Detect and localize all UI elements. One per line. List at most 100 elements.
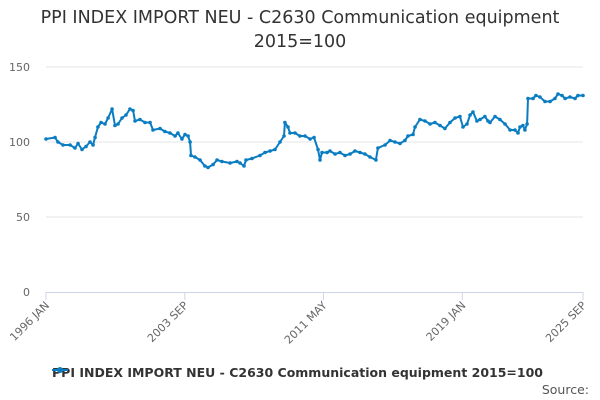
data-point: [76, 141, 80, 146]
data-point: [521, 123, 525, 128]
data-point: [250, 156, 254, 161]
data-point: [244, 158, 248, 162]
data-point: [573, 96, 577, 101]
data-point: [443, 126, 447, 131]
data-point: [563, 96, 567, 101]
data-point: [131, 108, 135, 113]
data-point: [403, 138, 407, 143]
data-point: [325, 150, 329, 155]
data-point: [106, 116, 110, 120]
data-point: [498, 117, 502, 122]
data-point: [338, 150, 342, 155]
data-point: [263, 150, 267, 155]
data-point: [353, 149, 357, 153]
data-point: [110, 107, 114, 111]
data-point: [88, 140, 92, 144]
data-point: [461, 125, 465, 129]
data-point: [176, 131, 180, 135]
data-point: [548, 99, 552, 104]
data-point: [151, 128, 155, 132]
data-point: [113, 123, 117, 128]
data-point: [418, 117, 422, 122]
data-point: [80, 147, 84, 152]
data-point: [383, 143, 387, 147]
data-point: [189, 153, 193, 158]
data-point: [376, 146, 380, 150]
data-point: [116, 122, 120, 126]
data-point: [56, 140, 60, 144]
chart-title: PPI INDEX IMPORT NEU - C2630 Communicati…: [0, 6, 600, 54]
data-point: [198, 158, 202, 162]
data-point: [143, 120, 147, 125]
data-point: [183, 132, 187, 137]
data-point: [44, 137, 48, 141]
data-point: [531, 96, 535, 101]
data-point: [465, 122, 469, 126]
data-point: [312, 135, 316, 140]
data-point: [203, 164, 207, 168]
data-point: [560, 93, 564, 98]
data-point: [96, 125, 100, 129]
data-point: [268, 149, 272, 153]
data-point: [458, 114, 462, 119]
data-point: [518, 125, 522, 129]
data-point: [503, 122, 507, 126]
data-point: [428, 122, 432, 126]
data-point: [526, 96, 530, 101]
y-tick-label: 100: [9, 136, 30, 149]
x-tick-label: 2025 SEP: [543, 299, 589, 345]
data-point: [493, 114, 497, 119]
data-point: [238, 161, 242, 165]
data-point: [68, 143, 72, 147]
data-point: [513, 128, 517, 132]
data-point: [488, 120, 492, 125]
data-point: [448, 120, 452, 125]
data-point: [298, 134, 302, 138]
data-point: [453, 116, 457, 120]
data-point: [215, 158, 219, 162]
data-point: [333, 152, 337, 156]
legend-label: PPI INDEX IMPORT NEU - C2630 Communicati…: [52, 365, 543, 380]
data-point: [433, 120, 437, 125]
data-point: [478, 117, 482, 122]
data-point: [556, 92, 560, 96]
x-tick-label: 2003 SEP: [145, 299, 191, 345]
data-point: [235, 159, 239, 164]
data-point: [84, 144, 88, 149]
data-point: [258, 153, 262, 158]
data-point: [120, 116, 124, 120]
legend-line-marker-icon: [52, 367, 68, 373]
data-point: [581, 93, 585, 98]
data-point: [308, 137, 312, 141]
data-point: [93, 135, 97, 140]
data-point: [128, 107, 132, 111]
data-point: [423, 119, 427, 123]
data-point: [576, 93, 580, 98]
y-tick-label: 50: [16, 211, 30, 224]
data-point: [286, 125, 290, 129]
data-point: [471, 110, 475, 114]
data-point: [61, 143, 65, 147]
data-point: [220, 159, 224, 164]
data-point: [228, 161, 232, 165]
data-point: [188, 140, 192, 144]
x-tick-label: 2019 JAN: [424, 299, 469, 344]
data-point: [368, 155, 372, 159]
legend[interactable]: PPI INDEX IMPORT NEU - C2630 Communicati…: [52, 365, 543, 380]
data-point: [411, 132, 415, 137]
data-point: [173, 134, 177, 138]
data-point: [273, 147, 277, 152]
data-point: [282, 134, 286, 138]
data-point: [483, 114, 487, 119]
data-point: [538, 95, 542, 99]
data-point: [358, 150, 362, 155]
data-point: [288, 131, 292, 135]
data-point: [363, 152, 367, 156]
data-point: [163, 129, 167, 134]
data-point: [374, 158, 378, 162]
data-point: [293, 131, 297, 135]
data-point: [438, 123, 442, 128]
series-line: [45, 93, 583, 169]
data-point: [316, 147, 320, 152]
